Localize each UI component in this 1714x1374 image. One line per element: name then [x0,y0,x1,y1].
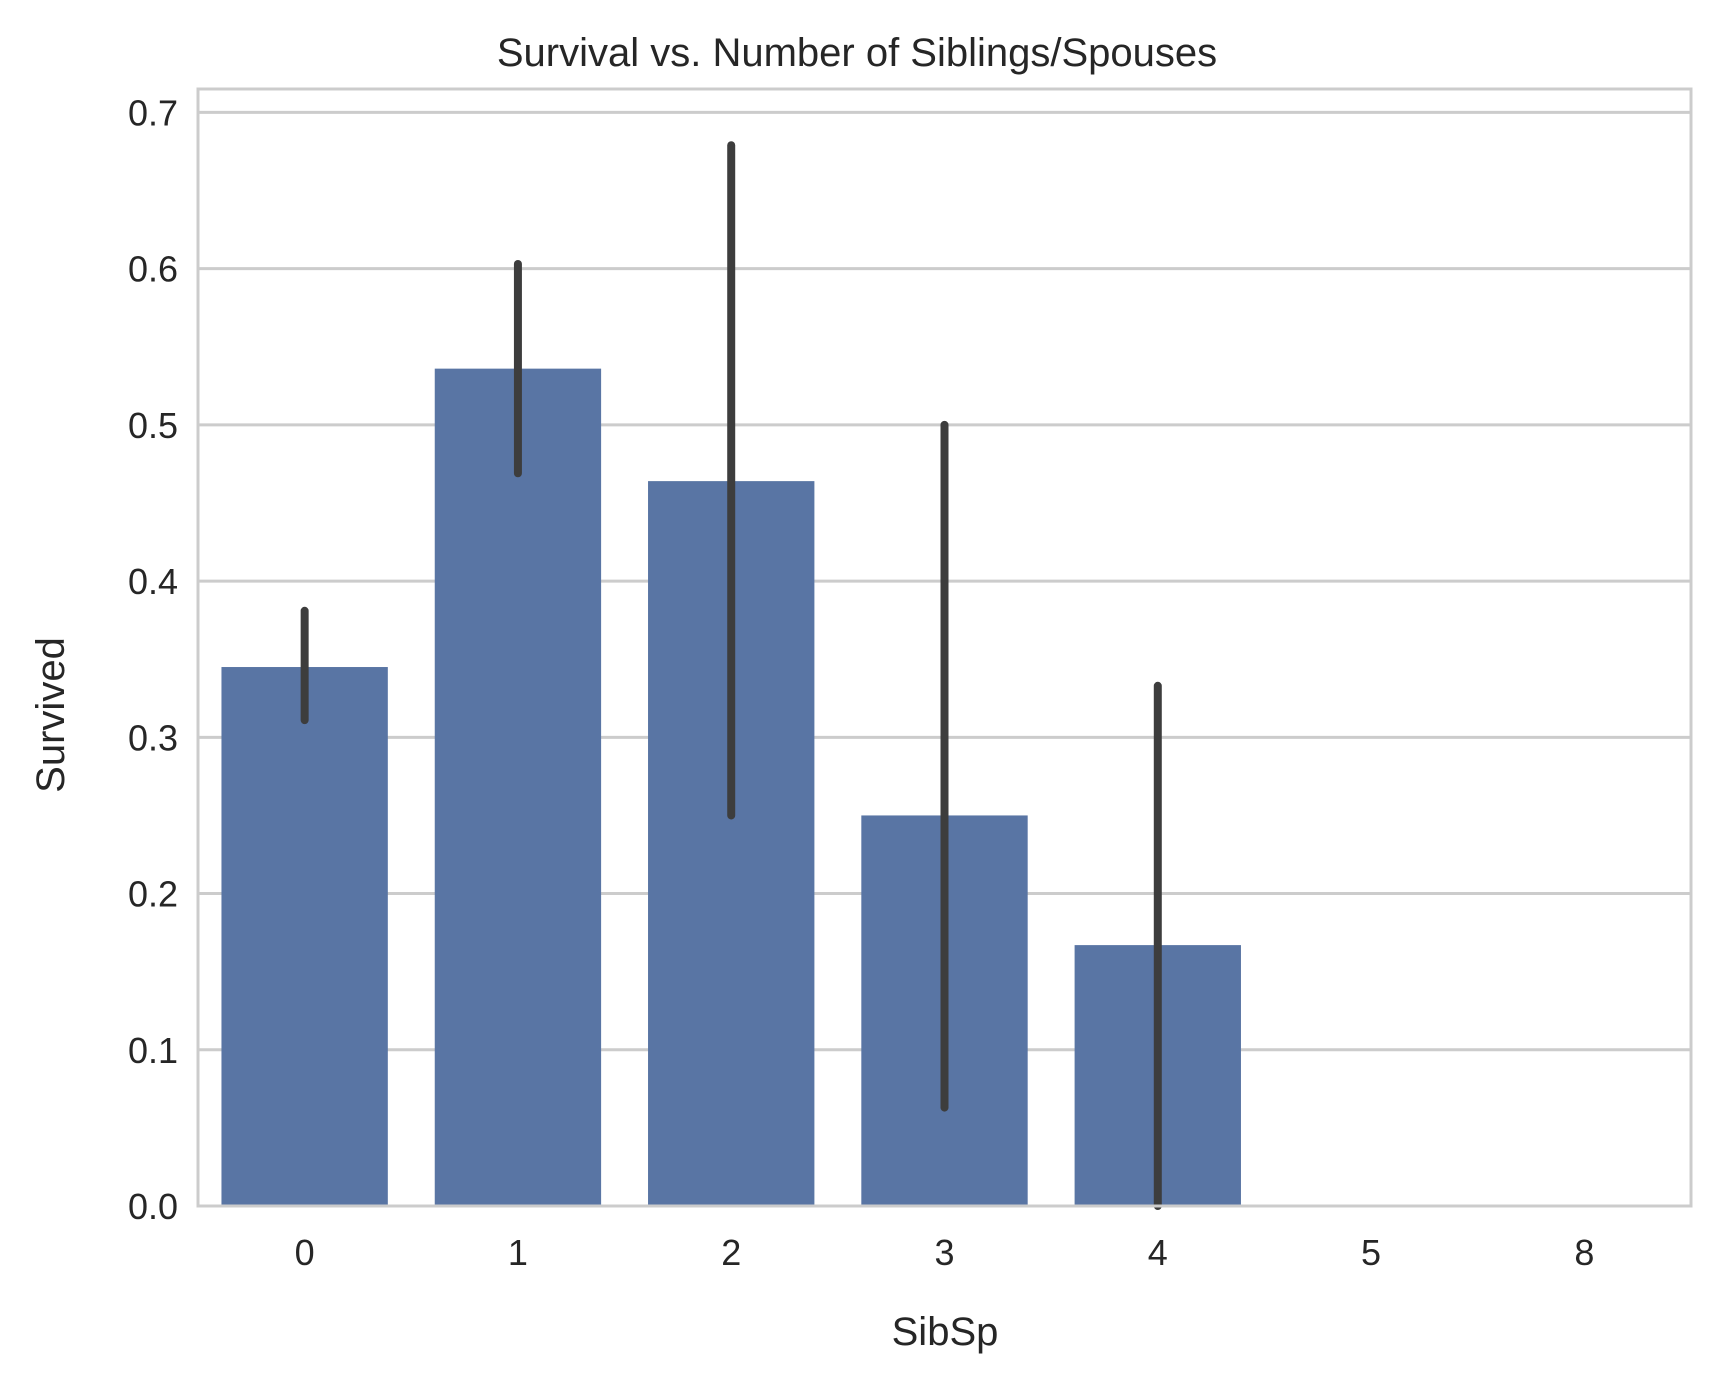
x-axis-label: SibSp [892,1310,999,1354]
x-tick-label: 0 [295,1232,315,1273]
x-tick-label: 1 [508,1232,528,1273]
y-tick-label: 0.5 [128,405,178,446]
y-tick-label: 0.4 [128,561,178,602]
y-tick-label: 0.7 [128,92,178,133]
x-tick-label: 8 [1574,1232,1594,1273]
x-tick-label: 3 [934,1232,954,1273]
chart-title: Survival vs. Number of Siblings/Spouses [497,31,1217,75]
y-tick-label: 0.0 [128,1186,178,1227]
y-tick-label: 0.3 [128,717,178,758]
error-bars [300,141,1162,1210]
y-tick-label: 0.2 [128,874,178,915]
bar-1 [434,368,602,1206]
bar-0 [221,667,388,1206]
y-axis-label: Survived [29,637,73,793]
y-tick-labels: 0.0 0.1 0.2 0.3 0.4 0.5 0.6 0.7 [128,92,178,1227]
y-tick-label: 0.1 [128,1030,178,1071]
plot-frame [196,87,1693,1208]
x-tick-label: 5 [1361,1232,1381,1273]
x-tick-label: 2 [721,1232,741,1273]
x-tick-label: 4 [1148,1232,1168,1273]
bars [221,368,1241,1206]
y-tick-label: 0.6 [128,249,178,290]
x-tick-labels: 0 1 2 3 4 5 8 [295,1232,1595,1273]
